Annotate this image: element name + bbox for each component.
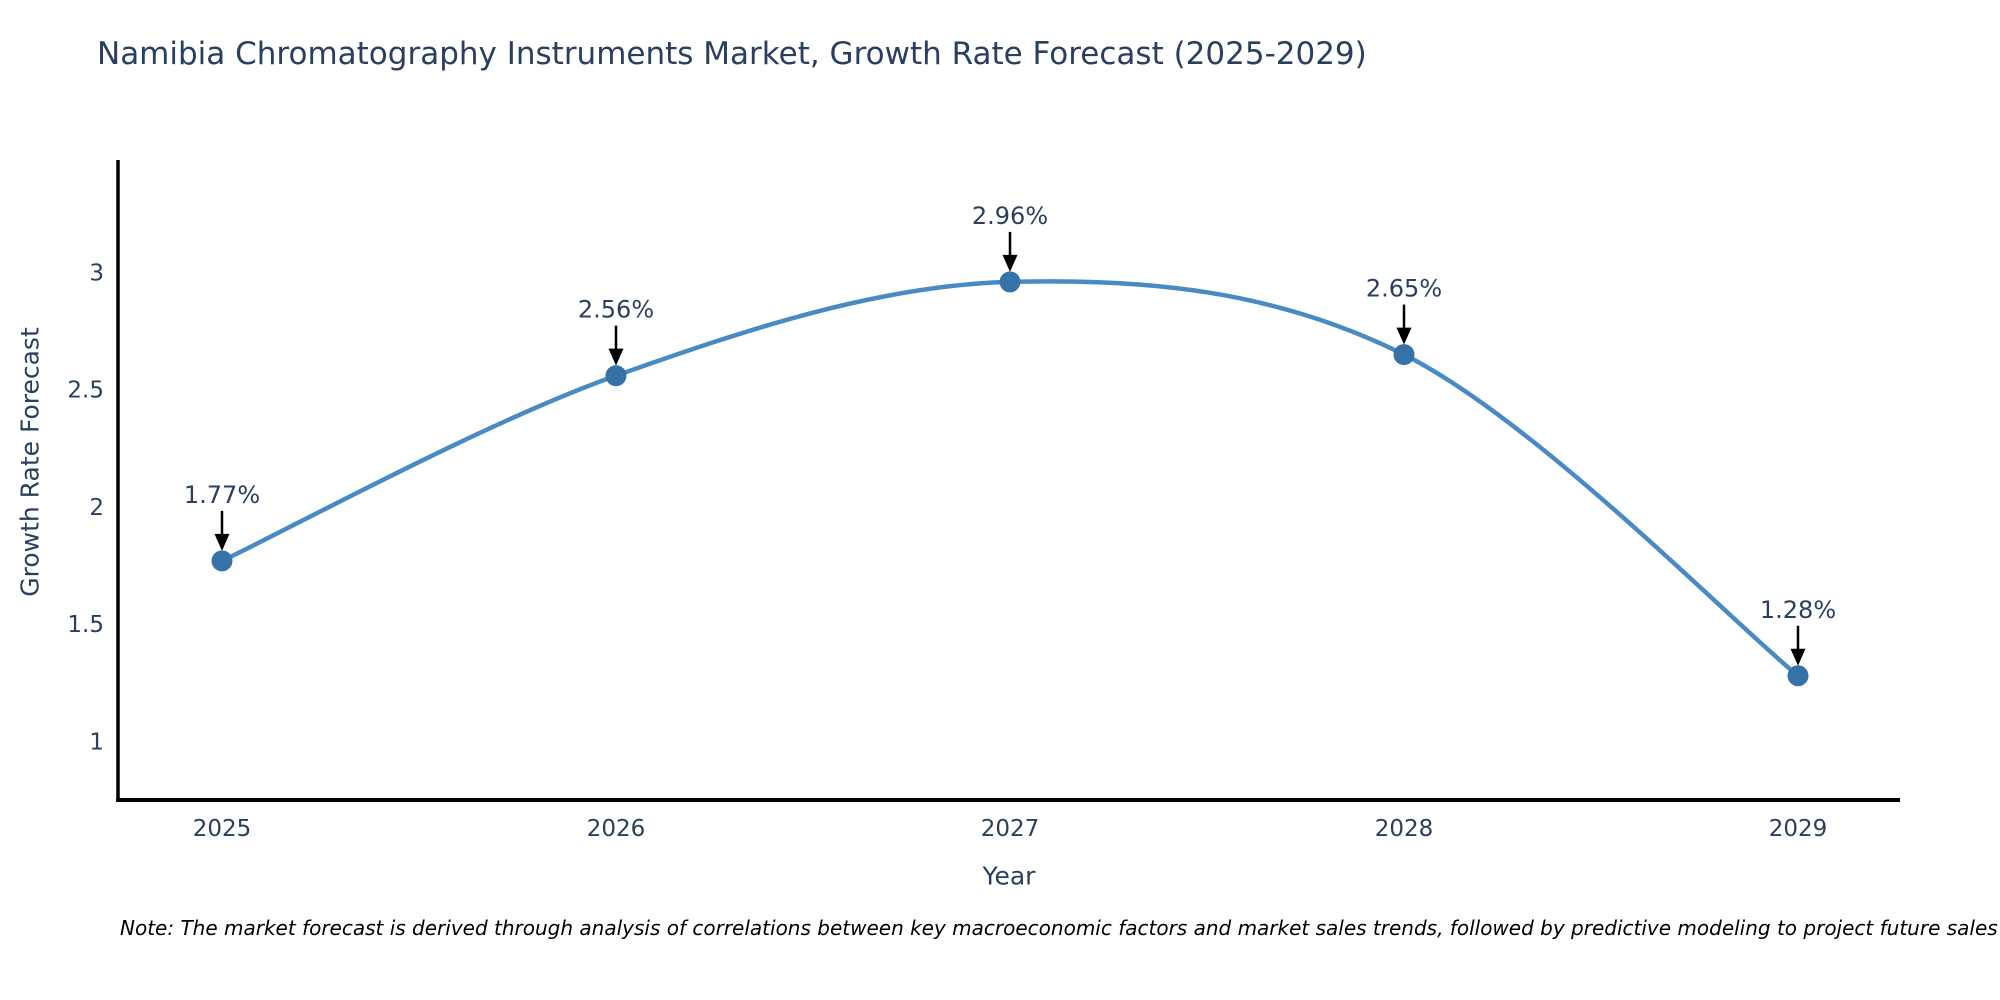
trend-line [219,279,1801,679]
y-tick-label-3: 3 [89,261,104,287]
y-axis-title: Growth Rate Forecast [15,327,45,597]
point-label-2027: 2.96% [972,202,1048,230]
annotation-arrowhead-2025 [214,533,230,551]
y-tick-label-1: 1 [89,729,104,755]
point-label-2029: 1.28% [1760,596,1836,624]
annotation-arrowhead-2029 [1790,648,1806,666]
x-tick-label-2028: 2028 [1375,816,1434,842]
annotation-arrowhead-2028 [1396,327,1412,345]
point-label-2025: 1.77% [184,481,260,509]
data-point-2026[interactable] [605,365,627,387]
footnote: Note: The market forecast is derived thr… [120,916,1998,940]
x-axis-title: Year [982,861,1036,891]
y-tick-label-2.5: 2.5 [67,378,104,404]
data-point-2029[interactable] [1787,665,1809,687]
chart-title: Namibia Chromatography Instruments Marke… [97,36,1367,72]
point-label-2026: 2.56% [578,296,654,324]
point-label-2028: 2.65% [1366,275,1442,303]
data-point-2028[interactable] [1393,344,1415,366]
data-point-2025[interactable] [211,550,233,572]
y-tick-label-1.5: 1.5 [67,612,104,638]
x-tick-label-2026: 2026 [587,816,646,842]
x-tick-label-2025: 2025 [193,816,252,842]
annotation-arrowhead-2027 [1002,254,1018,272]
y-tick-label-2: 2 [89,495,104,521]
x-tick-label-2027: 2027 [981,816,1040,842]
annotation-arrowhead-2026 [608,348,624,366]
data-point-2027[interactable] [999,271,1021,293]
x-tick-label-2029: 2029 [1769,816,1828,842]
